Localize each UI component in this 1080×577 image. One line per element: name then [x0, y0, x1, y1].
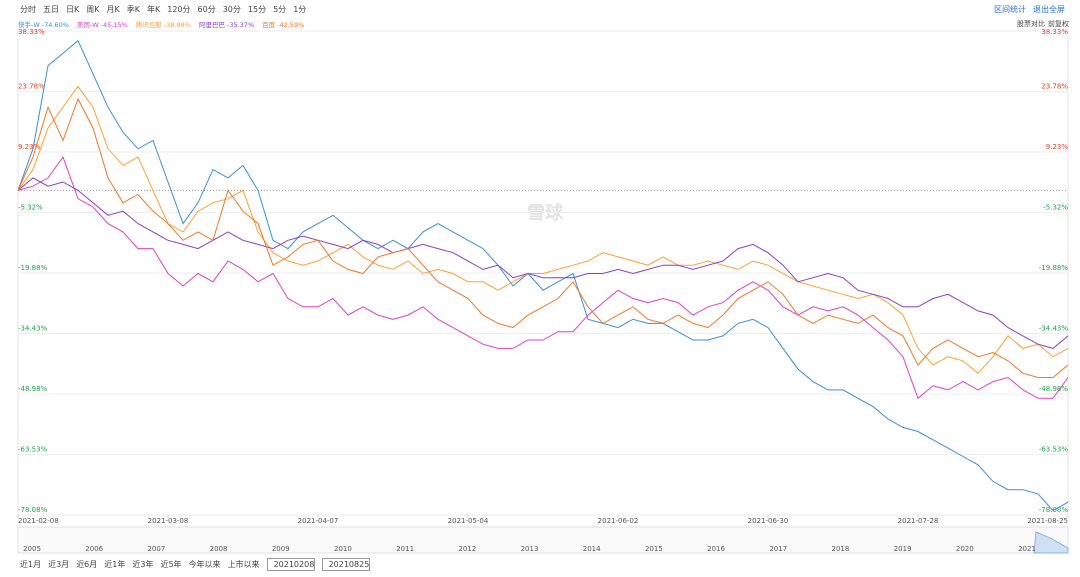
- y-tick-label: 9.23%: [18, 143, 41, 151]
- period-tab[interactable]: 月K: [106, 5, 120, 14]
- navigator-year: 2015: [645, 545, 663, 553]
- navigator-year: 2008: [210, 545, 228, 553]
- range-button[interactable]: 上市以来: [227, 560, 260, 569]
- range-button[interactable]: 近3年: [132, 560, 154, 569]
- series-line: [17, 97, 1069, 378]
- actions: 区间统计 退出全屏: [994, 4, 1072, 15]
- chart: 雪球 38.33% 38.33% 23.78% 23.78% 9.23% 9.23% -5.…: [17, 28, 1069, 554]
- legend: 快手-W -74.60% 美团-W -45.15% 腾讯控股 -38.88% 阿里巴巴 -35…: [18, 19, 312, 29]
- watermark: 雪球: [527, 203, 564, 224]
- x-tick-label: 2021-07-28: [898, 517, 939, 525]
- x-tick-label: 2021-06-02: [598, 517, 639, 525]
- navigator-year: 2021: [1018, 545, 1036, 553]
- options: 股票对比 前复权: [1017, 19, 1072, 29]
- period-tab[interactable]: 日K: [66, 5, 80, 14]
- period-tab[interactable]: 五日: [43, 5, 59, 14]
- x-tick-label: 2021-05-04: [448, 517, 489, 525]
- series-line: [17, 177, 1069, 349]
- x-tick-label: 2021-06-30: [748, 517, 789, 525]
- navigator-year: 2012: [458, 545, 476, 553]
- x-tick-label: 2021-02-08: [18, 517, 59, 525]
- x-tick-label: 2021-03-08: [148, 517, 189, 525]
- navigator-year: 2013: [521, 545, 539, 553]
- period-tab[interactable]: 季K: [126, 5, 140, 14]
- period-tab[interactable]: 5分: [273, 5, 287, 14]
- range-input[interactable]: 20210825: [321, 558, 370, 571]
- x-tick-label: 2021-08-25: [1027, 517, 1068, 525]
- range-bar: 近1月 近3月 近6月 近1年 近3年 近5年 今年以来 上市以来 20210208 202108…: [20, 558, 370, 571]
- range-input[interactable]: 20210208: [266, 558, 315, 571]
- navigator-year: 2009: [272, 545, 290, 553]
- period-tab[interactable]: 30分: [222, 5, 241, 14]
- y-tick-label-right: 9.23%: [1046, 143, 1069, 151]
- range-button[interactable]: 近1年: [104, 560, 126, 569]
- y-tick-label: 38.33%: [18, 28, 45, 36]
- y-tick-label-right: -63.53%: [1039, 446, 1069, 454]
- legend-name: 阿里巴巴: [198, 21, 225, 29]
- action[interactable]: 退出全屏: [1033, 5, 1065, 14]
- navigator-year: 2014: [583, 545, 601, 553]
- period-tabs: 分时 五日 日K 周K 月K 季K 年K 120分 60分 30分 15分 5分 1分: [20, 4, 313, 15]
- legend-change: -45.15%: [100, 21, 128, 29]
- range-button[interactable]: 近5年: [160, 560, 182, 569]
- y-tick-label-right: -48.98%: [1039, 385, 1069, 393]
- navigator: [17, 526, 1069, 554]
- legend-name: 百度: [262, 21, 276, 29]
- legend-change: -38.88%: [163, 21, 191, 29]
- series-line: [17, 85, 1069, 374]
- range-button[interactable]: 近6月: [76, 560, 98, 569]
- legend-name: 美团-W: [76, 21, 99, 29]
- y-tick-label-right: -5.32%: [1043, 203, 1068, 211]
- period-tab[interactable]: 15分: [247, 5, 267, 14]
- navigator-year: 2010: [334, 545, 352, 553]
- y-tick-label-right: -34.43%: [1039, 325, 1069, 333]
- y-tick-label-right: 23.78%: [1041, 82, 1068, 90]
- period-tab[interactable]: 周K: [86, 5, 100, 14]
- navigator-year: 2018: [832, 545, 850, 553]
- range-button[interactable]: 今年以来: [188, 560, 221, 569]
- action[interactable]: 区间统计: [994, 5, 1026, 14]
- legend-change: -74.60%: [41, 21, 69, 29]
- y-tick-label: -78.08%: [18, 506, 48, 514]
- period-tab[interactable]: 60分: [197, 5, 216, 14]
- legend-name: 快手-W: [18, 21, 40, 29]
- y-tick-label: -34.43%: [18, 325, 48, 333]
- legend-change: -42.59%: [277, 21, 305, 29]
- navigator-year: 2020: [956, 545, 974, 553]
- y-tick-label: -48.98%: [18, 385, 48, 393]
- x-tick-label: 2021-04-07: [298, 517, 339, 525]
- range-button[interactable]: 近3月: [48, 560, 70, 569]
- period-tab[interactable]: 1分: [293, 5, 307, 14]
- navigator-year: 2006: [85, 545, 103, 553]
- y-tick-label-right: 38.33%: [1041, 28, 1068, 36]
- series-line: [17, 156, 1069, 400]
- y-tick-label: -5.32%: [18, 203, 43, 211]
- legend-name: 腾讯控股: [135, 21, 162, 29]
- option[interactable]: 股票对比: [1017, 20, 1045, 28]
- navigator-year: 2005: [23, 545, 41, 553]
- navigator-year: 2007: [147, 545, 165, 553]
- navigator-year: 2017: [769, 545, 787, 553]
- range-button[interactable]: 近1月: [20, 560, 42, 569]
- navigator-window: [1033, 531, 1069, 554]
- option[interactable]: 前复权: [1048, 20, 1069, 28]
- navigator-year: 2016: [707, 545, 725, 553]
- y-tick-label: 23.78%: [18, 82, 45, 90]
- period-tab[interactable]: 年K: [147, 5, 161, 14]
- series-line: [17, 39, 1069, 512]
- y-tick-label-right: -19.88%: [1039, 264, 1069, 272]
- legend-change: -35.37%: [226, 21, 255, 29]
- period-tab[interactable]: 分时: [20, 5, 36, 14]
- y-tick-label: -63.53%: [18, 446, 48, 454]
- y-tick-label: -19.88%: [18, 264, 48, 272]
- period-tab[interactable]: 120分: [167, 5, 191, 14]
- navigator-year: 2011: [396, 545, 414, 553]
- navigator-year: 2019: [894, 545, 912, 553]
